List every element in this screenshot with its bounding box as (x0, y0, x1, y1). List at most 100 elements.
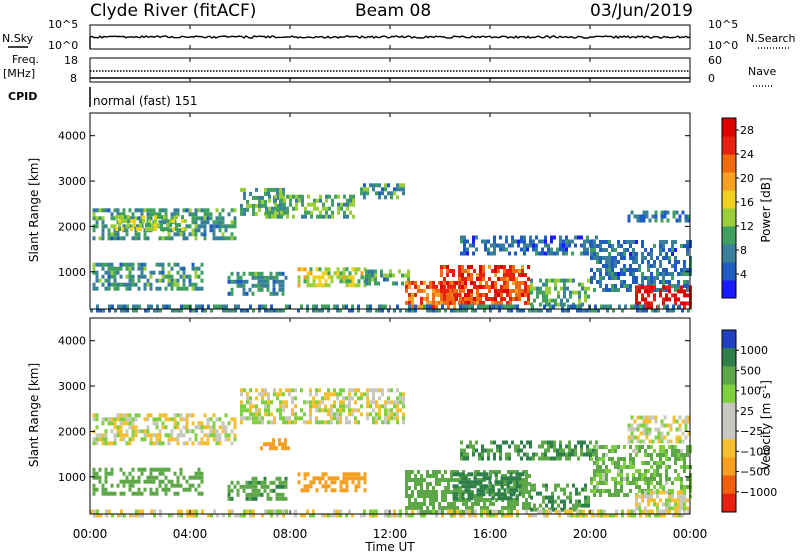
heatmap-cell (278, 442, 281, 447)
heatmap-cell (446, 265, 449, 269)
heatmap-cell (101, 483, 105, 488)
heatmap-cell (172, 227, 175, 232)
heatmap-cell (514, 444, 517, 449)
heatmap-cell (465, 506, 468, 510)
heatmap-cell (420, 474, 423, 478)
heatmap-cell (239, 275, 243, 280)
heatmap-cell (254, 271, 258, 276)
heatmap-cell (414, 498, 417, 502)
heatmap-cell (254, 492, 258, 497)
heatmap-cell (438, 308, 441, 313)
heatmap-cell (122, 433, 126, 438)
heatmap-cell (269, 271, 273, 276)
heatmap-cell (309, 388, 312, 393)
heatmap-cell (104, 479, 108, 484)
heatmap-cell (562, 243, 565, 248)
heatmap-cell (137, 467, 141, 472)
heatmap-cell (242, 488, 246, 493)
heatmap-cell (626, 493, 629, 497)
heatmap-cell (384, 404, 387, 409)
heatmap-cell (95, 274, 99, 279)
heatmap-cell (263, 283, 267, 288)
heatmap-cell (497, 269, 500, 273)
heatmap-cell (200, 421, 204, 426)
heatmap-cell (465, 498, 468, 502)
heatmap-cell (677, 272, 680, 276)
heatmap-cell (476, 480, 480, 485)
heatmap-cell (513, 506, 516, 510)
heatmap-cell (539, 503, 542, 508)
x-tick-label: 00:00 (673, 527, 708, 541)
heatmap-cell (245, 291, 249, 296)
heatmap-cell (276, 187, 279, 192)
heatmap-cell (650, 272, 653, 276)
heatmap-cell (642, 308, 645, 313)
heatmap-cell (678, 513, 681, 518)
heatmap-cell (449, 269, 452, 273)
heatmap-cell (642, 218, 646, 223)
heatmap-cell (674, 461, 677, 465)
heatmap-cell (240, 392, 243, 397)
heatmap-cell (458, 480, 462, 485)
heatmap-cell (557, 302, 560, 307)
heatmap-cell (179, 286, 183, 291)
heatmap-cell (396, 513, 399, 518)
heatmap-cell (363, 195, 366, 200)
heatmap-cell (500, 265, 503, 269)
heatmap-cell (629, 244, 632, 248)
heatmap-cell (330, 412, 333, 417)
heatmap-cell (309, 400, 312, 405)
heatmap-cell (414, 292, 417, 297)
heatmap-cell (686, 248, 689, 252)
heatmap-cell (313, 206, 316, 211)
heatmap-cell (683, 461, 686, 465)
heatmap-cell (494, 472, 498, 477)
heatmap-cell (617, 244, 620, 248)
heatmap-cell (509, 265, 512, 269)
heatmap-cell (544, 243, 547, 248)
heatmap-cell (331, 214, 334, 219)
heatmap-cell (378, 416, 381, 421)
heatmap-cell (596, 252, 599, 256)
heatmap-cell (227, 291, 231, 296)
heatmap-cell (624, 304, 627, 309)
heatmap-cell (650, 490, 653, 495)
heatmap-cell (360, 275, 364, 280)
heatmap-cell (500, 297, 503, 301)
heatmap-cell (137, 487, 141, 492)
heatmap-cell (168, 513, 171, 518)
heatmap-cell (642, 439, 646, 444)
heatmap-cell (524, 301, 527, 305)
heatmap-cell (644, 449, 647, 453)
heatmap-cell (345, 283, 349, 288)
heatmap-cell (497, 488, 501, 493)
heatmap-cell (167, 433, 171, 438)
heatmap-cell (527, 285, 530, 289)
colorbar-tick-label: −25 (740, 425, 763, 438)
heatmap-cell (485, 281, 488, 285)
heatmap-cell (491, 281, 494, 285)
heatmap-cell (273, 509, 276, 514)
heatmap-cell (354, 271, 358, 276)
heatmap-cell (324, 472, 328, 477)
heatmap-cell (194, 471, 198, 476)
heatmap-cell (680, 301, 683, 306)
heatmap-cell (545, 294, 548, 299)
heatmap-cell (599, 481, 602, 485)
heatmap-cell (243, 187, 246, 192)
heatmap-cell (453, 292, 456, 297)
heatmap-cell (638, 477, 641, 481)
heatmap-cell (584, 487, 587, 492)
heatmap-cell (656, 268, 659, 272)
heatmap-cell (269, 446, 272, 451)
heatmap-cell (452, 297, 455, 301)
heatmap-cell (515, 277, 518, 281)
heatmap-cell (477, 478, 480, 482)
heatmap-cell (432, 498, 435, 502)
heatmap-cell (541, 440, 544, 445)
heatmap-cell (284, 446, 287, 451)
heatmap-cell (653, 485, 656, 489)
heatmap-cell (463, 243, 466, 248)
heatmap-cell (315, 275, 319, 280)
heatmap-cell (593, 473, 596, 477)
